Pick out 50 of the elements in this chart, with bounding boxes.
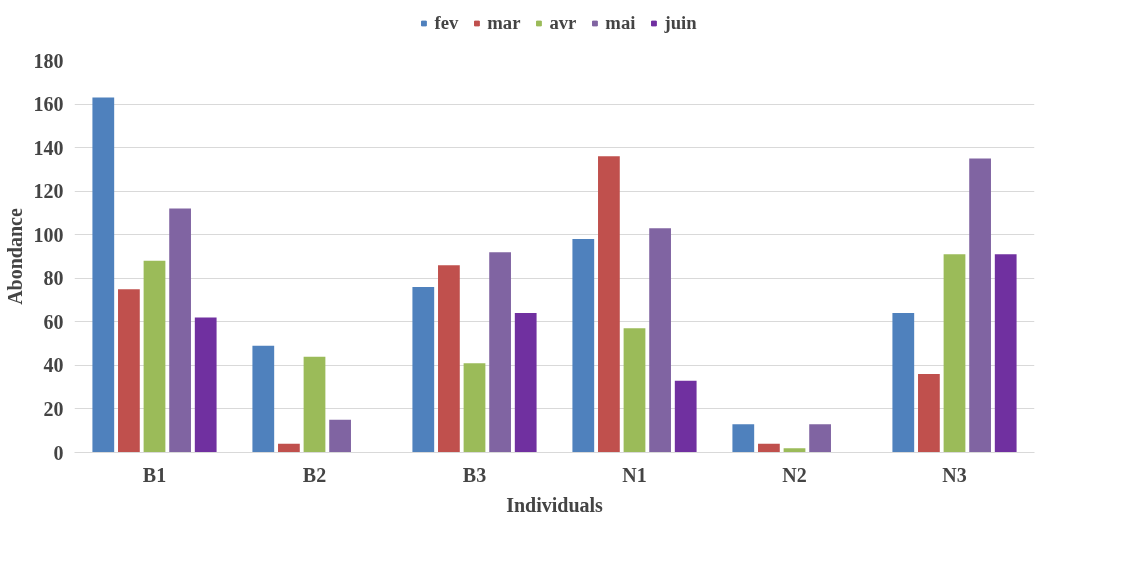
bar: [892, 313, 915, 453]
bar: [169, 208, 191, 453]
x-tick-label: N2: [782, 463, 807, 486]
bar: [969, 158, 991, 453]
x-tick-label: N1: [622, 463, 647, 486]
bar: [143, 260, 166, 453]
y-tick-label: 120: [33, 180, 64, 203]
bar: [278, 443, 300, 453]
x-tick-label: B1: [142, 463, 167, 486]
bar: [329, 419, 351, 453]
bar: [118, 289, 140, 453]
y-tick-label: 20: [43, 397, 64, 420]
bar: [994, 254, 1017, 453]
y-tick-label: 140: [33, 136, 64, 159]
bar: [809, 424, 831, 453]
bar: [598, 156, 620, 453]
bar: [489, 252, 511, 453]
y-axis-title: Abondance: [3, 208, 26, 305]
legend-label: avr: [549, 11, 577, 34]
bar: [412, 286, 435, 453]
y-tick-label: 160: [33, 93, 64, 116]
y-tick-label: 0: [53, 441, 64, 464]
y-tick-label: 40: [43, 354, 64, 377]
bar: [194, 317, 217, 453]
bar: [92, 97, 115, 453]
bar: [649, 228, 671, 453]
y-tick-label: 180: [33, 49, 64, 72]
bar: [674, 380, 697, 453]
bar: [438, 265, 460, 453]
bar: [572, 239, 595, 453]
bar: [463, 363, 486, 453]
bar: [514, 313, 537, 453]
bar: [918, 374, 940, 453]
y-tick-label: 60: [43, 310, 64, 333]
legend-label: fev: [434, 11, 459, 34]
bar: [943, 254, 966, 453]
bar: [623, 328, 646, 453]
legend-label: mai: [605, 11, 636, 34]
y-tick-label: 100: [33, 223, 64, 246]
legend-label: juin: [664, 11, 697, 34]
x-tick-label: B2: [302, 463, 327, 486]
x-axis-title: Individuals: [506, 493, 604, 516]
bar: [252, 345, 275, 453]
legend-label: mar: [487, 11, 521, 34]
bar: [303, 356, 326, 453]
x-tick-label: B3: [462, 463, 487, 486]
bar: [732, 424, 755, 453]
x-tick-label: N3: [942, 463, 967, 486]
bar: [758, 443, 780, 453]
y-tick-label: 80: [43, 267, 64, 290]
